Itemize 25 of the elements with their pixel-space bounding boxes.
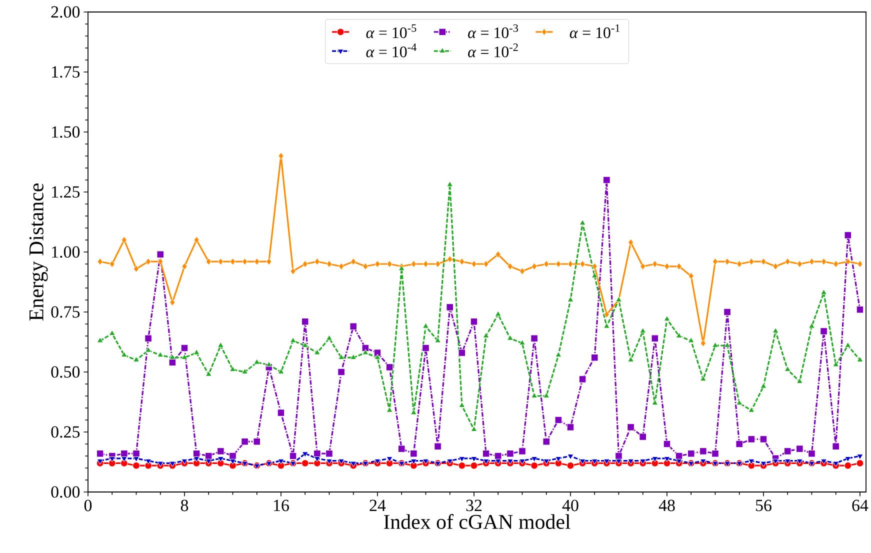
- y-tick-label: 0.50: [51, 366, 80, 378]
- x-tick-label: 48: [658, 500, 675, 512]
- y-tick-label: 0.25: [51, 426, 80, 438]
- x-tick-label: 8: [180, 500, 188, 512]
- legend-label: α = 10$^{-2}$: [468, 43, 518, 58]
- legend-label: α = 10$^{-3}$: [468, 24, 518, 38]
- x-tick-label: 40: [562, 500, 578, 512]
- x-axis-title: Index of cGAN model: [384, 514, 570, 529]
- x-tick-label: 0: [84, 500, 92, 512]
- y-tick-label: 0.00: [51, 486, 80, 498]
- x-tick-label: 56: [756, 500, 772, 512]
- y-axis-title: Energy Distance: [29, 183, 48, 321]
- x-tick-label: 16: [274, 500, 289, 512]
- y-tick-label: 0.75: [51, 306, 80, 318]
- y-tick-label: 1.50: [52, 126, 80, 138]
- legend-label: α = 10$^{-4}$: [366, 44, 416, 58]
- x-tick-label: 24: [370, 500, 386, 511]
- legend-label: α = 10$^{-5}$: [366, 24, 416, 38]
- y-tick-label: 1.75: [52, 66, 80, 78]
- y-tick-label: 2.00: [51, 6, 80, 18]
- x-tick-label: 32: [466, 500, 482, 512]
- x-tick-label: 64: [852, 500, 868, 512]
- y-tick-label: 1.00: [52, 246, 80, 258]
- legend-label: α = 10$^{-1}$: [570, 24, 620, 38]
- y-tick-label: 1.25: [52, 186, 80, 198]
